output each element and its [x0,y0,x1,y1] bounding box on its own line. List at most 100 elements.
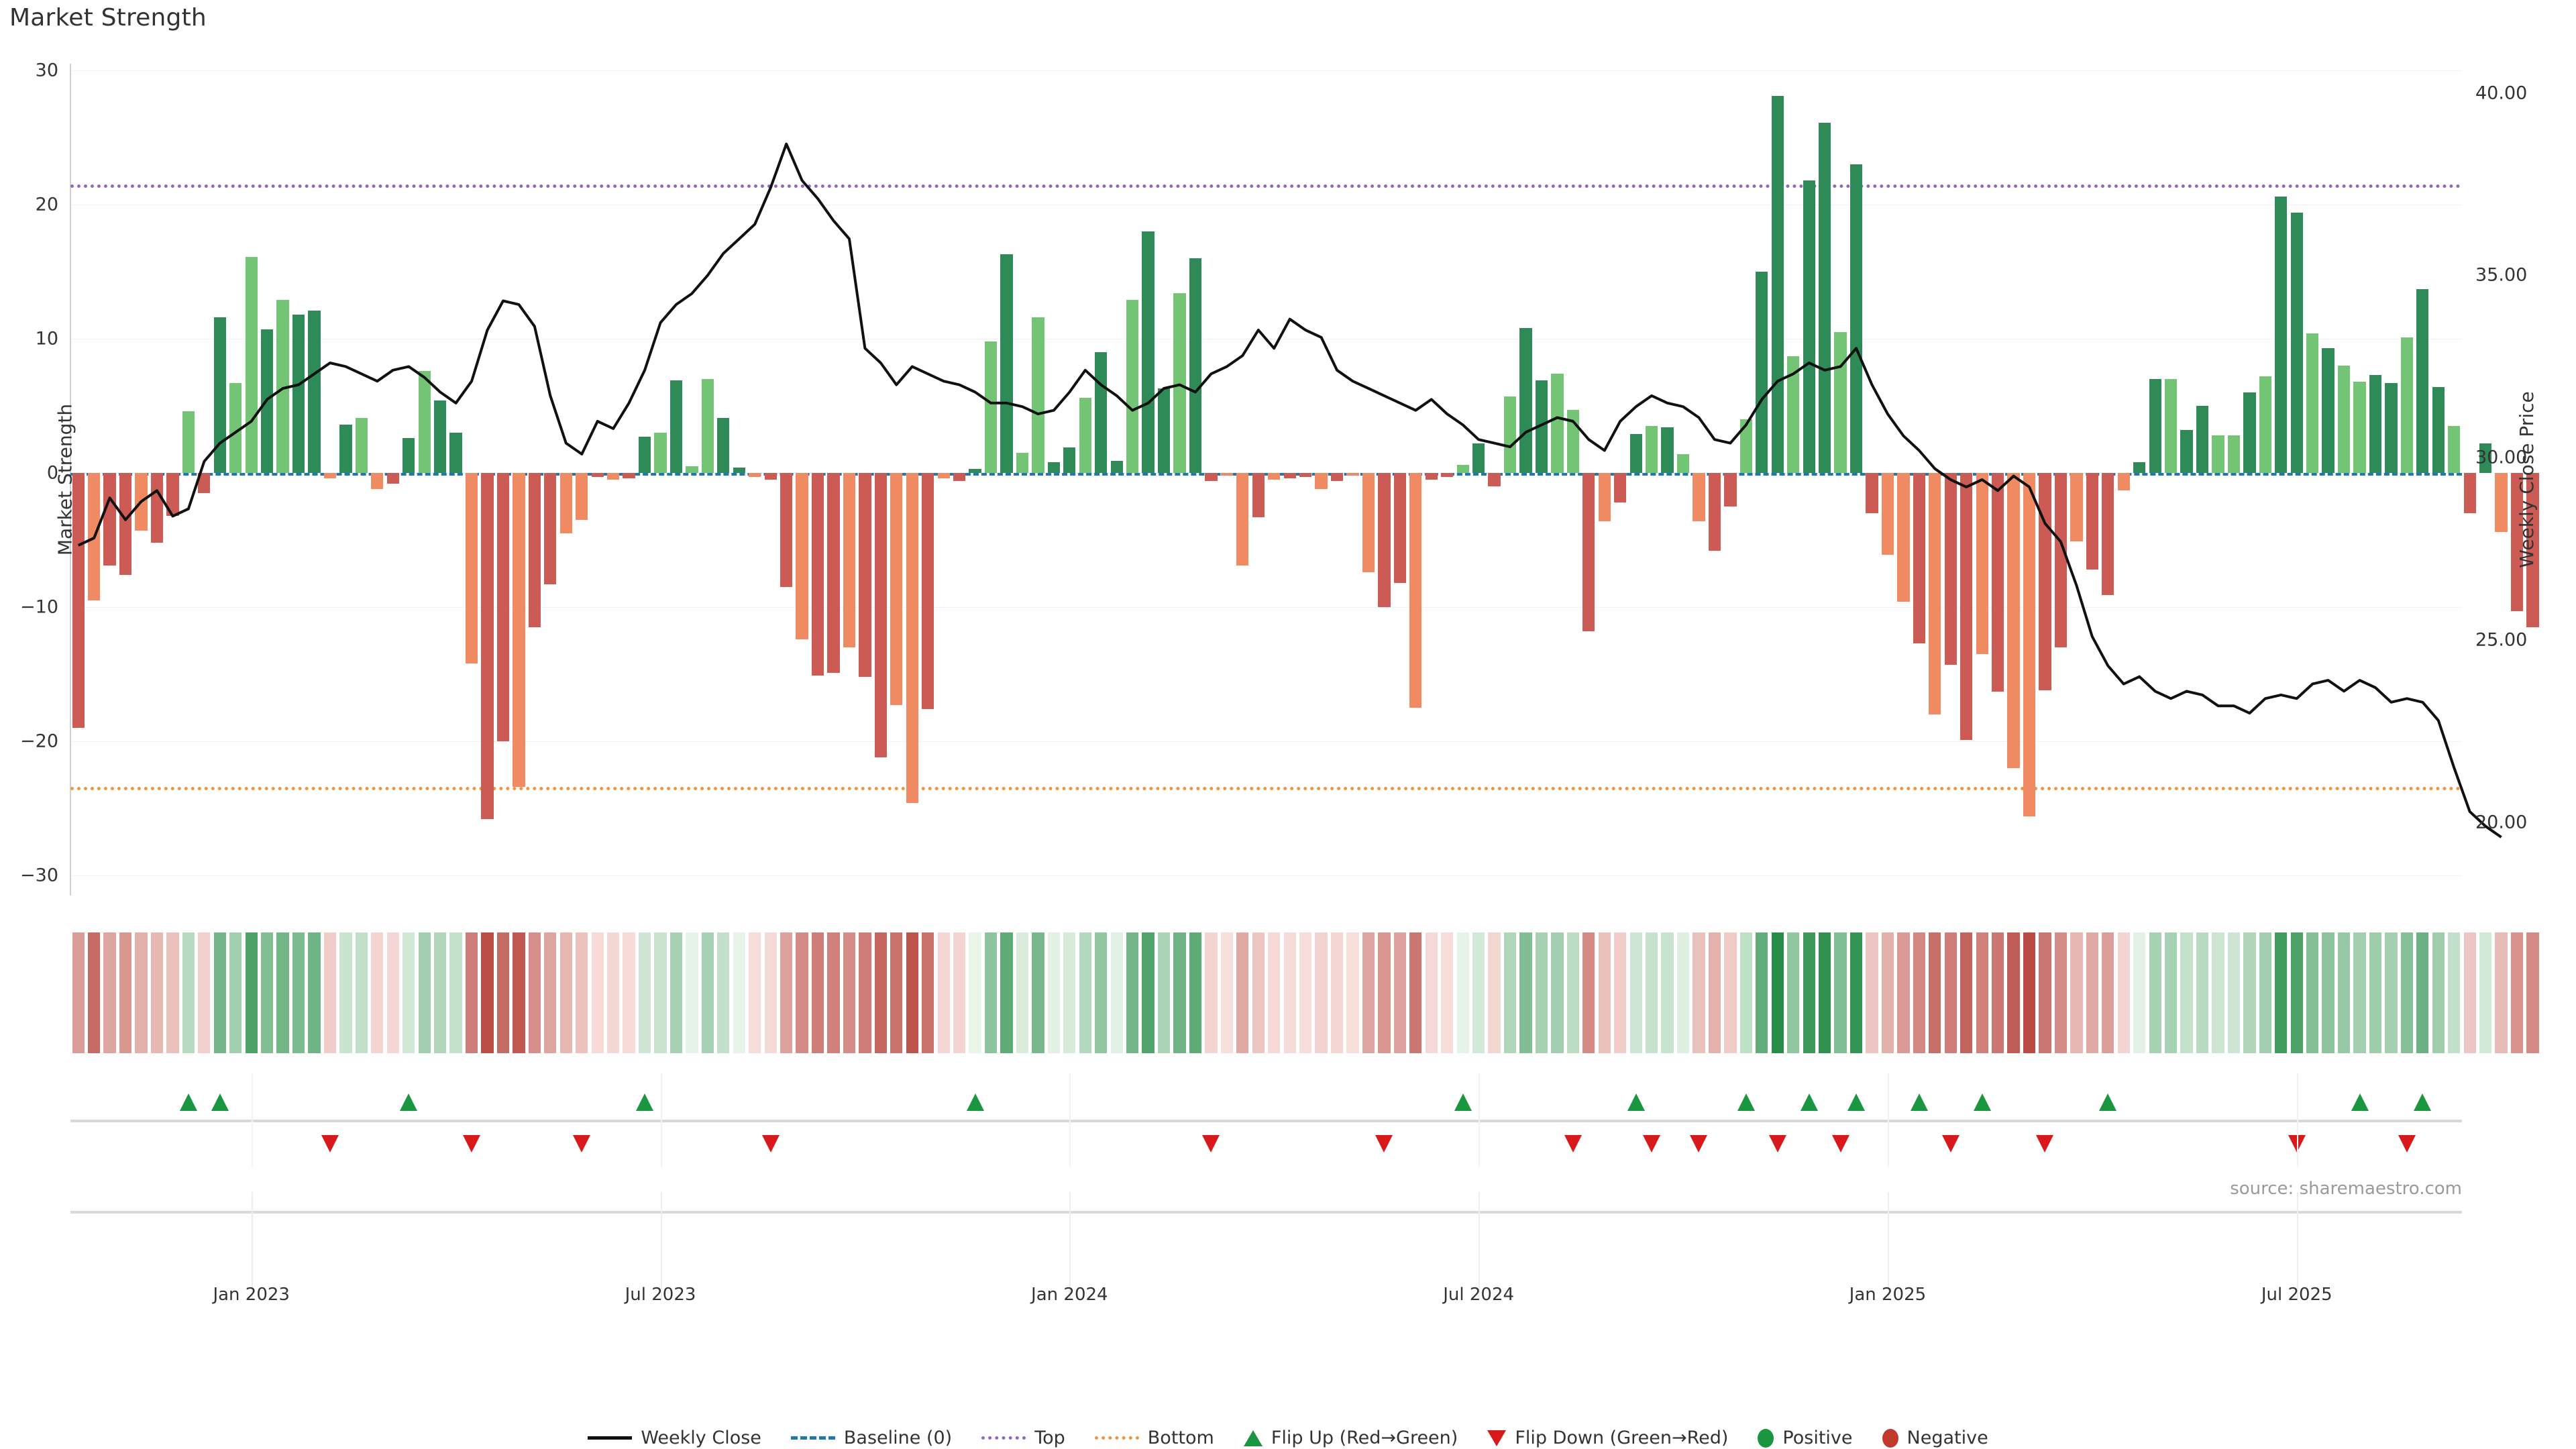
heatmap-cell [276,932,289,1053]
strength-bar [1220,473,1233,476]
heatmap-cell [1157,932,1171,1053]
heatmap-cell [2054,932,2068,1053]
strength-bar [890,473,903,705]
heatmap-cell [1944,932,1957,1053]
strength-bar [2243,392,2256,473]
heatmap-cell [308,932,321,1053]
strength-bar [1944,473,1957,665]
x-axis-guide [660,1073,662,1167]
x-axis-tick [251,1192,253,1299]
flip-down-marker [1643,1135,1661,1152]
strength-bar [764,473,777,480]
flip-up-marker [2099,1093,2117,1111]
x-axis-guide [1479,1073,1481,1167]
strength-bar [1739,419,1752,473]
x-axis-tick [660,1192,662,1299]
strength-bar [166,473,179,516]
strength-bar [922,473,934,709]
x-axis-tick-label: Jan 2024 [1031,1285,1108,1305]
heatmap-cell [2448,932,2461,1053]
heatmap-cell [2149,932,2161,1053]
heatmap-cell [1661,932,1674,1053]
flip-up-marker [1973,1093,1991,1111]
strength-bar [2306,333,2319,473]
legend-item[interactable]: Flip Up (Red→Green) [1243,1428,1458,1448]
heatmap-cell [780,932,793,1053]
flip-down-marker [321,1135,339,1152]
strength-bar [2290,213,2303,473]
heatmap-cell [418,932,431,1053]
heatmap-cell [796,932,808,1053]
strength-bar [1488,473,1501,486]
flip-markers-panel [70,1073,2462,1167]
flip-up-marker [2414,1093,2432,1111]
strength-bar [2117,473,2130,490]
flip-down-marker [2036,1135,2054,1152]
heatmap-cell [1724,932,1737,1053]
dashed-line-swatch-icon [790,1436,835,1440]
strength-bar [2416,289,2429,473]
y-axis-tick-label: 30 [35,60,58,81]
y2-axis-tick-label: 20.00 [2475,812,2528,833]
heatmap-cell [2133,932,2146,1053]
heatmap-cell [2180,932,2193,1053]
flip-down-marker [761,1135,780,1152]
strength-bar [355,418,368,473]
strength-bar [1818,123,1831,473]
strength-bar [2400,337,2414,473]
heatmap-cell [1519,932,1532,1053]
x-axis-tick-label: Jul 2025 [2261,1285,2332,1305]
strength-bar [1787,356,1800,473]
heatmap-cell [1582,932,1595,1053]
y-axis-tick-label: 0 [46,462,58,484]
y-axis-tick-label: 20 [35,194,58,215]
strength-bar [733,468,745,473]
x-axis-tick [1479,1192,1481,1299]
weekly-close-line [77,142,2502,839]
strength-bar [2102,473,2114,595]
legend-item[interactable]: Negative [1882,1428,1988,1448]
strength-bar [496,473,510,741]
reference-line-top [70,184,2462,188]
flip-down-marker [1202,1135,1220,1152]
heatmap-cell [2322,932,2334,1053]
legend-item[interactable]: Positive [1758,1428,1853,1448]
heatmap-cell [2070,932,2083,1053]
strength-bar [2432,387,2445,473]
strength-bar [418,371,431,473]
heatmap-cell [229,932,242,1053]
flip-up-marker [966,1093,984,1111]
heatmap-cell [88,932,101,1053]
heatmap-cell [623,932,635,1053]
heatmap-cell [1016,932,1029,1053]
strength-bar [1456,465,1469,473]
flip-down-marker [1768,1135,1786,1152]
strength-bar [1393,473,1406,583]
flip-axis-line [70,1120,2462,1122]
legend-item[interactable]: Top [981,1428,1065,1448]
x-axis-tick [1887,1192,1889,1299]
strength-bar [843,473,856,647]
heatmap-cell [166,932,179,1053]
heatmap-cell [1315,932,1328,1053]
strength-bar [654,433,667,473]
legend-item[interactable]: Flip Down (Green→Red) [1487,1428,1728,1448]
heatmap-cell [2164,932,2178,1053]
heatmap-cell [465,932,478,1053]
heatmap-cell [906,932,918,1053]
strength-bar [1929,473,1941,714]
legend-item[interactable]: Baseline (0) [790,1428,952,1448]
strength-bar [1189,258,1202,473]
heatmap-cell [245,932,258,1053]
strength-bar [2259,376,2271,473]
heatmap-cell [2306,932,2319,1053]
strength-bar [2337,366,2351,473]
strength-bar [1236,473,1249,566]
heatmap-cell [701,932,714,1053]
y-axis-tick-label: −10 [20,596,58,618]
strength-bar [1645,426,1658,473]
flip-up-marker [1454,1093,1472,1111]
legend-item[interactable]: Weekly Close [588,1428,761,1448]
legend-item[interactable]: Bottom [1094,1428,1214,1448]
heatmap-cell [496,932,510,1053]
